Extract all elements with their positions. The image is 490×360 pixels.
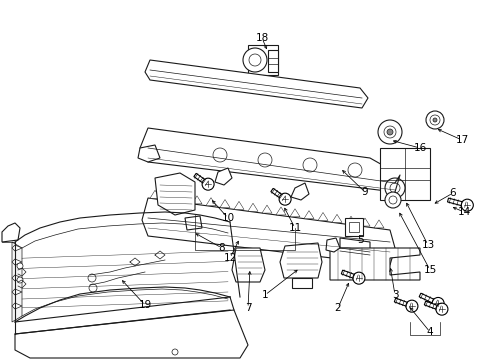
Polygon shape: [268, 50, 278, 72]
Text: 3: 3: [392, 290, 398, 300]
Circle shape: [387, 129, 393, 135]
Text: 14: 14: [457, 207, 470, 217]
Circle shape: [243, 48, 267, 72]
Polygon shape: [194, 174, 209, 186]
Polygon shape: [178, 194, 188, 202]
Polygon shape: [220, 199, 230, 207]
Circle shape: [433, 118, 437, 122]
Polygon shape: [150, 190, 160, 198]
Polygon shape: [380, 148, 430, 200]
Circle shape: [249, 54, 261, 66]
Text: 4: 4: [427, 327, 433, 337]
Circle shape: [279, 193, 291, 205]
Polygon shape: [447, 198, 468, 207]
Circle shape: [17, 277, 23, 283]
Polygon shape: [234, 201, 244, 210]
Circle shape: [378, 120, 402, 144]
Text: 12: 12: [223, 253, 237, 263]
Polygon shape: [248, 45, 278, 75]
Polygon shape: [360, 218, 370, 226]
Circle shape: [384, 126, 396, 138]
Circle shape: [406, 300, 418, 312]
Polygon shape: [2, 223, 20, 242]
Polygon shape: [326, 238, 340, 252]
Circle shape: [89, 284, 97, 292]
Polygon shape: [346, 216, 356, 224]
Circle shape: [385, 178, 405, 198]
Polygon shape: [318, 212, 328, 220]
Polygon shape: [262, 205, 272, 213]
Polygon shape: [138, 145, 160, 162]
Circle shape: [389, 196, 397, 204]
Polygon shape: [332, 214, 342, 222]
Text: 1: 1: [262, 290, 269, 300]
Text: 10: 10: [221, 213, 235, 223]
Text: 11: 11: [289, 223, 302, 233]
Polygon shape: [232, 248, 265, 282]
Circle shape: [430, 115, 440, 125]
Text: 2: 2: [335, 303, 342, 313]
Circle shape: [348, 163, 362, 177]
Polygon shape: [206, 198, 216, 206]
Text: 6: 6: [450, 188, 456, 198]
Polygon shape: [340, 238, 370, 258]
Bar: [345, 218, 363, 236]
Polygon shape: [291, 183, 309, 200]
Polygon shape: [394, 298, 413, 308]
Circle shape: [258, 153, 272, 167]
Text: 15: 15: [423, 265, 437, 275]
Circle shape: [461, 199, 473, 211]
Polygon shape: [12, 303, 22, 309]
Polygon shape: [145, 60, 368, 108]
Circle shape: [385, 192, 401, 208]
Text: 7: 7: [245, 303, 251, 313]
Polygon shape: [140, 128, 400, 192]
Polygon shape: [15, 310, 248, 358]
Circle shape: [88, 274, 96, 282]
Polygon shape: [419, 293, 439, 305]
Polygon shape: [12, 245, 22, 251]
Polygon shape: [192, 196, 202, 204]
Polygon shape: [280, 243, 322, 278]
Polygon shape: [424, 301, 442, 311]
Polygon shape: [12, 242, 22, 322]
Polygon shape: [304, 211, 314, 219]
Circle shape: [213, 148, 227, 162]
Circle shape: [202, 178, 214, 190]
Polygon shape: [12, 289, 22, 295]
Text: 17: 17: [455, 135, 468, 145]
Circle shape: [17, 263, 23, 269]
Polygon shape: [330, 248, 420, 280]
Polygon shape: [12, 259, 22, 265]
Circle shape: [436, 303, 448, 315]
Text: 18: 18: [255, 33, 269, 43]
Polygon shape: [374, 220, 384, 228]
Circle shape: [303, 158, 317, 172]
Text: 5: 5: [357, 235, 363, 245]
Circle shape: [172, 349, 178, 355]
Bar: [349, 222, 359, 232]
Polygon shape: [155, 173, 195, 215]
Polygon shape: [290, 209, 300, 217]
Circle shape: [426, 111, 444, 129]
Text: 16: 16: [414, 143, 427, 153]
Polygon shape: [248, 203, 258, 211]
Polygon shape: [276, 207, 286, 215]
Polygon shape: [164, 192, 174, 200]
Text: 9: 9: [362, 187, 368, 197]
Polygon shape: [342, 270, 360, 280]
Circle shape: [353, 272, 365, 284]
Text: 19: 19: [138, 300, 151, 310]
Polygon shape: [215, 168, 232, 185]
Text: 8: 8: [219, 243, 225, 253]
Polygon shape: [271, 188, 286, 201]
Circle shape: [432, 297, 444, 310]
Circle shape: [390, 183, 400, 193]
Polygon shape: [185, 216, 202, 230]
Polygon shape: [292, 278, 312, 288]
Polygon shape: [12, 275, 22, 281]
Polygon shape: [142, 198, 395, 265]
Text: 13: 13: [421, 240, 435, 250]
